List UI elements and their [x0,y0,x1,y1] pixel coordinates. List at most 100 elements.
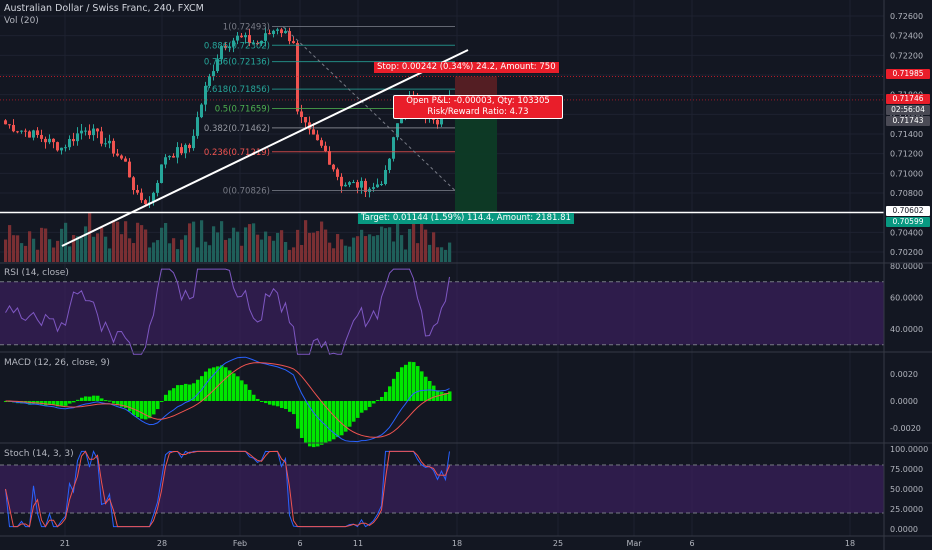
symbol-title[interactable]: Australian Dollar / Swiss Franc, 240, FX… [4,3,204,14]
volume-bar [152,242,156,262]
candle-body [288,31,291,42]
volume-bar [436,247,440,262]
volume-label[interactable]: Vol (20) [4,16,39,26]
macd-hist-bar [332,401,336,440]
candle-body [372,187,375,189]
fibonacci-retracement[interactable]: 1(0.72493) 0.886(0.72302) 0.786(0.72136) 0.… [204,23,456,197]
volume-bar [252,223,256,262]
volume-bar [84,226,88,262]
macd-label[interactable]: MACD (12, 26, close, 9) [4,358,110,368]
macd-hist-bar [200,376,204,401]
time-tick-label: 25 [553,539,563,548]
macd-hist-bar [240,380,244,401]
volume-bar [332,248,336,262]
candle-body [348,182,351,185]
macd-hist-bar [172,388,176,401]
volume-bar [404,249,408,262]
macd-hist-bar [304,401,308,444]
macd-hist-bar [440,391,444,401]
macd-hist-bar [128,401,132,412]
candle-body [100,131,103,144]
candle-body [160,164,163,183]
price-axis-tag: 0.70602 [886,206,930,216]
target-label[interactable]: Target: 0.01144 (1.59%) 114.4, Amount: 2… [358,213,574,224]
trend-line[interactable] [61,49,469,247]
macd-hist-bar [248,389,252,401]
volume-bar [100,227,104,262]
macd-hist-bar [236,376,240,401]
volume-bar [444,249,448,262]
volume-bar [272,240,276,262]
macd-hist-bar [280,401,284,408]
macd-hist-bar [180,384,184,401]
stoch-label[interactable]: Stoch (14, 3, 3) [4,449,74,459]
candle-body [140,192,143,201]
macd-hist-bar [292,401,296,415]
candle-body [248,35,251,44]
volume-bar [396,220,400,262]
open-pnl-label[interactable]: Open P&L: -0.00003, Qty: 103305 Risk/Rew… [393,95,563,119]
stop-label[interactable]: Stop: 0.00242 (0.34%) 24.2, Amount: 750 [374,62,559,73]
macd-hist-bar [260,401,264,402]
volume-bar [328,242,332,262]
candle-body [208,76,211,86]
candle-body [72,139,75,142]
volume-bar [248,224,252,262]
volume-bar [68,246,72,262]
macd-hist-bar [276,401,280,407]
candle-body [244,35,247,38]
open-pnl-text: Open P&L: -0.00003, Qty: 103305 [406,96,550,106]
candle-body [252,43,255,45]
volume-bar [220,221,224,262]
candle-body [236,35,239,41]
macd-hist-bar [80,397,84,401]
price-axis-tag: 0.71743 [886,116,930,126]
macd-pane [4,356,452,448]
candle-body [172,155,175,158]
candle-body [360,180,363,188]
macd-hist-bar [224,367,228,401]
macd-hist-bar [124,401,128,408]
volume-bar [260,239,264,262]
volume-bar [268,236,272,262]
rsi-label[interactable]: RSI (14, close) [4,268,69,278]
candle-body [224,46,227,48]
macd-hist-bar [56,401,60,407]
volume-bar [372,236,376,262]
candle-body [8,124,11,126]
volume-bar [284,241,288,262]
candle-body [104,143,107,145]
rsi-pane [0,268,884,355]
candle-body [280,29,283,34]
volume-bar [344,245,348,262]
macd-hist-bar [192,383,196,401]
volume-bar [208,245,212,262]
candle-body [28,131,31,138]
macd-hist-bar [144,401,148,420]
volume-bar [120,234,124,262]
stoch-tick-label: 75.0000 [890,465,923,474]
stoch-tick-label: 25.0000 [890,505,923,514]
macd-hist-bar [120,401,124,407]
candle-body [352,182,355,184]
volume-bar [416,243,420,262]
volume-bar [188,223,192,262]
volume-bar [256,234,260,262]
candle-body [76,133,79,142]
time-tick-label: 6 [689,539,694,548]
volume-bar [276,232,280,262]
macd-tick-label: 0.0020 [890,370,918,379]
volume-bar [76,236,80,262]
time-tick-label: Feb [233,539,247,548]
macd-hist-bar [48,401,52,405]
volume-bar [168,243,172,262]
macd-hist-bar [320,401,324,445]
volume-bar [64,222,68,262]
candle-body [4,120,7,125]
macd-hist-bar [392,378,396,401]
candle-body [40,134,43,139]
macd-hist-bar [256,398,260,401]
volume-bar [128,238,132,262]
volume-bar [428,244,432,262]
